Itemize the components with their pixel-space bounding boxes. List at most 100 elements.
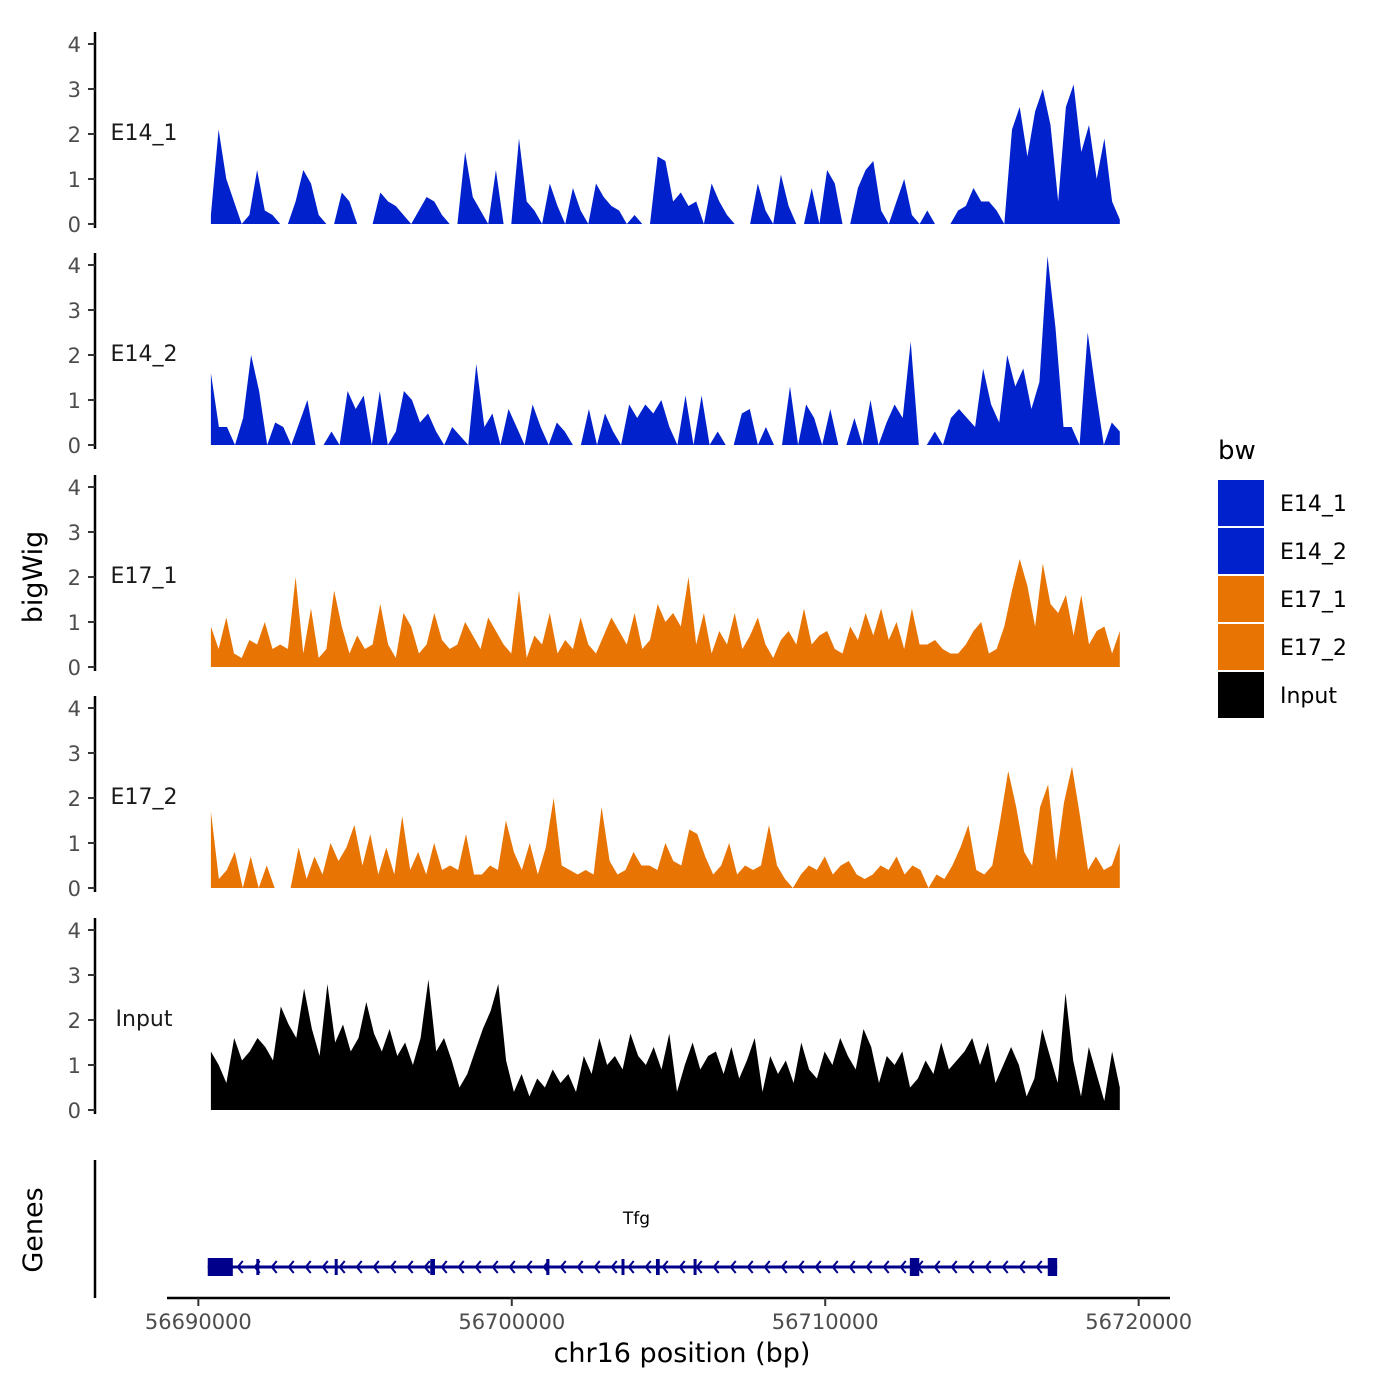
- legend-label: E17_1: [1280, 588, 1347, 613]
- strand-arrow: [423, 1260, 431, 1274]
- track-e17-1: 0 1 2 3 4 E17_1: [68, 475, 1120, 680]
- x-tick-label: 56710000: [772, 1310, 879, 1334]
- strand-arrow: [593, 1260, 601, 1274]
- strand-arrow: [457, 1260, 465, 1274]
- strand-arrow: [780, 1260, 788, 1274]
- y-tick-label: 2: [68, 787, 81, 811]
- strand-arrow: [389, 1260, 397, 1274]
- strand-arrow: [831, 1260, 839, 1274]
- x-tick-label: 56700000: [458, 1310, 565, 1334]
- strand-arrow: [525, 1260, 533, 1274]
- legend-swatch: [1218, 576, 1264, 622]
- y-axis-title: bigWig: [18, 531, 49, 624]
- track-label: E17_2: [111, 785, 178, 810]
- strand-arrow: [695, 1260, 703, 1274]
- gene-exon: [621, 1259, 625, 1275]
- y-tick-label: 1: [68, 611, 81, 635]
- strand-arrow: [508, 1260, 516, 1274]
- x-tick-label: 56690000: [145, 1310, 252, 1334]
- y-tick-label: 4: [68, 33, 81, 57]
- gene-label: Tfg: [622, 1209, 650, 1229]
- track-label: E14_1: [111, 121, 178, 146]
- legend-label: E17_2: [1280, 636, 1347, 661]
- y-tick-label: 0: [68, 1099, 81, 1123]
- strand-arrow: [678, 1260, 686, 1274]
- legend-label: E14_2: [1280, 540, 1347, 565]
- gene-exon: [334, 1259, 338, 1275]
- strand-arrow: [491, 1260, 499, 1274]
- strand-arrow: [270, 1260, 278, 1274]
- track-label: E17_1: [111, 564, 178, 589]
- y-tick-label: 0: [68, 434, 81, 458]
- strand-arrow: [576, 1260, 584, 1274]
- gene-exon: [430, 1259, 435, 1275]
- strand-arrow: [644, 1260, 652, 1274]
- gene-exon: [1047, 1258, 1058, 1276]
- y-tick-label: 2: [68, 123, 81, 147]
- track-input: 0 1 2 3 4 Input: [68, 918, 1120, 1123]
- strand-arrow: [746, 1260, 754, 1274]
- strand-arrow: [372, 1260, 380, 1274]
- legend-swatch: [1218, 672, 1264, 718]
- strand-arrow: [474, 1260, 482, 1274]
- strand-arrow: [848, 1260, 856, 1274]
- strand-arrow: [712, 1260, 720, 1274]
- strand-arrow: [950, 1260, 958, 1274]
- y-tick-label: 1: [68, 832, 81, 856]
- x-axis: 56690000 56700000 56710000 56720000: [145, 1296, 1192, 1334]
- strand-arrow: [661, 1260, 669, 1274]
- y-tick-label: 2: [68, 1009, 81, 1033]
- strand-arrow: [797, 1260, 805, 1274]
- y-tick-label: 2: [68, 344, 81, 368]
- signal-area-input: [210, 979, 1120, 1110]
- strand-arrow: [559, 1260, 567, 1274]
- y-tick-label: 4: [68, 919, 81, 943]
- track-label: E14_2: [111, 342, 178, 367]
- track-e14-2: 0 1 2 3 4 E14_2: [68, 253, 1120, 458]
- signal-area-e14-2: [210, 256, 1120, 445]
- legend-swatch: [1218, 528, 1264, 574]
- signal-area-e14-1: [210, 84, 1120, 224]
- strand-arrow: [1035, 1260, 1043, 1274]
- legend-swatch: [1218, 480, 1264, 526]
- strand-arrow: [406, 1260, 414, 1274]
- strand-arrow: [882, 1260, 890, 1274]
- y-tick-label: 3: [68, 78, 81, 102]
- y-tick-label: 3: [68, 964, 81, 988]
- signal-area-e17-1: [210, 559, 1120, 667]
- gene-exon: [909, 1258, 920, 1276]
- bigwig-tracks: 0 1 2 3 4 E14_1 0 1 2 3 4 E14_2 0 1 2 3 4 E17_1 0 1 2 3 4 E17_2…: [68, 32, 1120, 1123]
- strand-arrow: [287, 1260, 295, 1274]
- strand-arrow: [440, 1260, 448, 1274]
- track-e14-1: 0 1 2 3 4 E14_1: [68, 32, 1120, 237]
- gene-exon: [256, 1259, 260, 1275]
- x-tick-label: 56720000: [1085, 1310, 1192, 1334]
- strand-arrow: [321, 1260, 329, 1274]
- signal-area-e17-2: [210, 766, 1120, 888]
- strand-arrow: [610, 1260, 618, 1274]
- strand-arrow: [865, 1260, 873, 1274]
- strand-arrow: [627, 1260, 635, 1274]
- strand-arrow: [729, 1260, 737, 1274]
- strand-arrow: [933, 1260, 941, 1274]
- gene-exon: [207, 1258, 233, 1276]
- strand-arrow: [899, 1260, 907, 1274]
- y-tick-label: 3: [68, 299, 81, 323]
- legend: bw E14_1 E14_2 E17_1 E17_2 Input: [1218, 436, 1347, 718]
- y-tick-label: 4: [68, 697, 81, 721]
- y-tick-label: 1: [68, 168, 81, 192]
- y-tick-label: 0: [68, 877, 81, 901]
- y-tick-label: 4: [68, 476, 81, 500]
- y-tick-label: 4: [68, 254, 81, 278]
- strand-arrow: [984, 1260, 992, 1274]
- legend-swatch: [1218, 624, 1264, 670]
- legend-label: Input: [1280, 684, 1337, 709]
- strand-arrow: [1018, 1260, 1026, 1274]
- strand-arrow: [236, 1260, 244, 1274]
- y-tick-label: 0: [68, 656, 81, 680]
- strand-arrow: [763, 1260, 771, 1274]
- track-label: Input: [116, 1007, 173, 1032]
- x-axis-title: chr16 position (bp): [554, 1338, 811, 1369]
- strand-arrow: [304, 1260, 312, 1274]
- strand-arrow: [355, 1260, 363, 1274]
